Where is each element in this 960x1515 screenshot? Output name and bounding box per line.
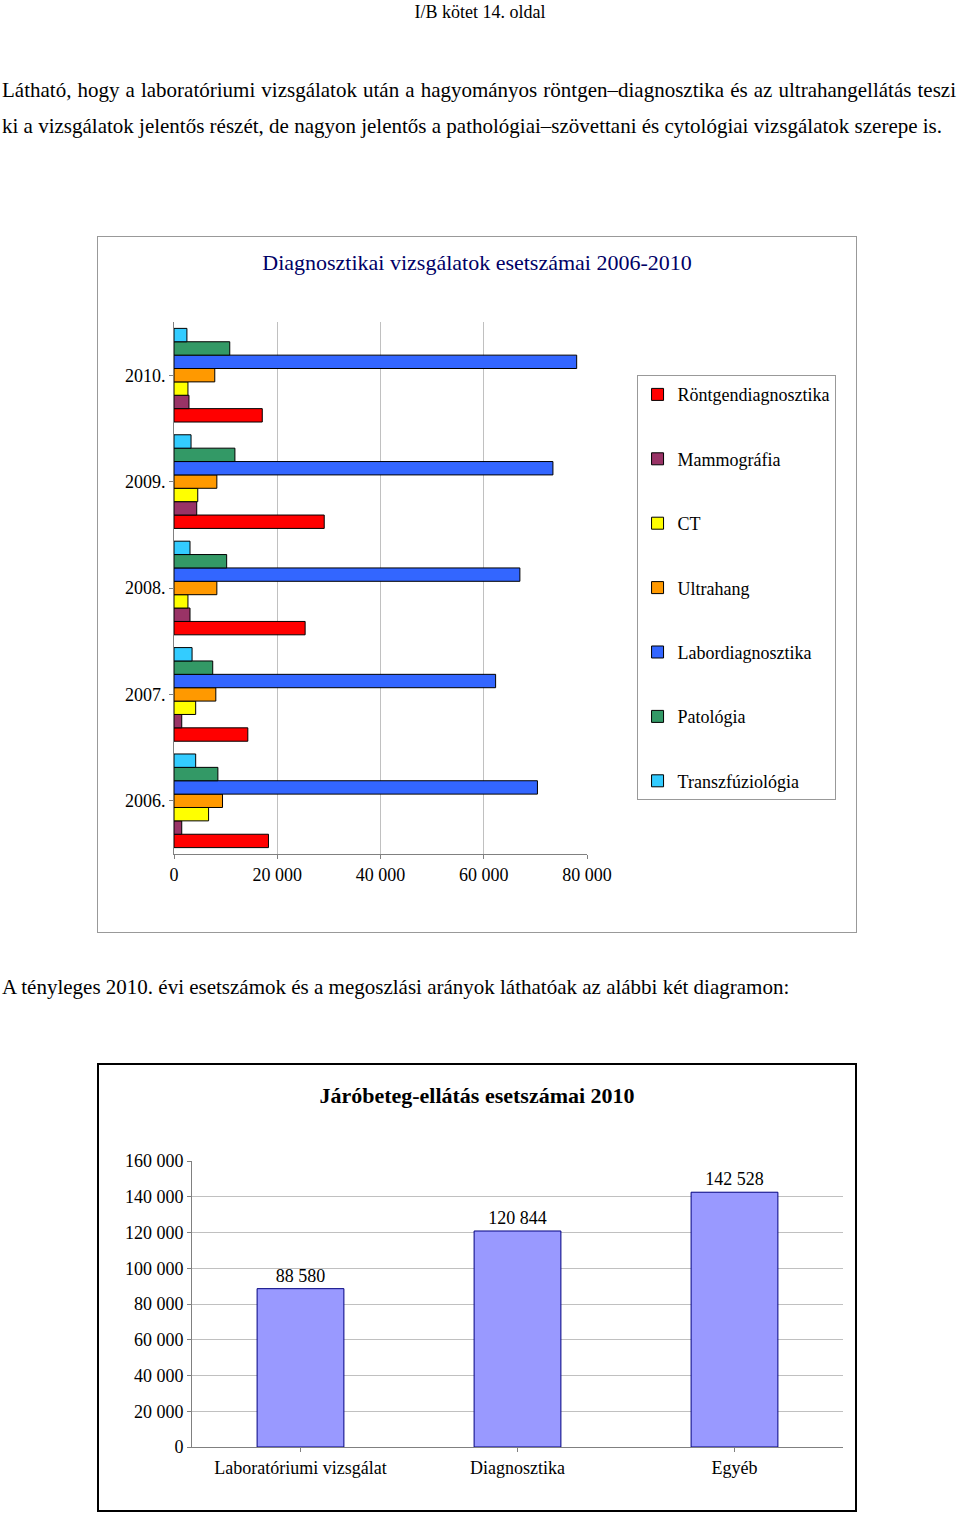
svg-text:Egyéb: Egyéb: [712, 1458, 758, 1478]
svg-text:40 000: 40 000: [134, 1366, 184, 1386]
svg-text:120 000: 120 000: [125, 1223, 184, 1243]
svg-text:20 000: 20 000: [134, 1402, 184, 1422]
svg-text:80 000: 80 000: [562, 865, 612, 885]
svg-text:Transzfúziológia: Transzfúziológia: [678, 772, 799, 792]
svg-text:2010.: 2010.: [125, 366, 165, 386]
svg-text:80 000: 80 000: [134, 1294, 184, 1314]
svg-text:Járóbeteg-ellátás esetszámai 2: Járóbeteg-ellátás esetszámai 2010: [319, 1083, 634, 1108]
svg-text:142 528: 142 528: [705, 1169, 764, 1189]
svg-text:60 000: 60 000: [134, 1330, 184, 1350]
svg-text:CT: CT: [678, 514, 701, 534]
svg-text:40 000: 40 000: [356, 865, 406, 885]
svg-text:Labordiagnosztika: Labordiagnosztika: [678, 643, 812, 663]
svg-text:0: 0: [170, 865, 179, 885]
svg-text:88 580: 88 580: [276, 1266, 326, 1286]
svg-text:Patológia: Patológia: [678, 707, 746, 727]
svg-text:120 844: 120 844: [488, 1208, 547, 1228]
svg-text:Laboratóriumi vizsgálat: Laboratóriumi vizsgálat: [214, 1458, 386, 1478]
html-text:A tényleges 2010. évi esetszám: A tényleges 2010. évi esetszámok és a me…: [2, 975, 790, 999]
html-text:Látható, hogy a laboratóriumi: Látható, hogy a laboratóriumi vizsgálato…: [2, 78, 956, 138]
svg-text:0: 0: [174, 1437, 183, 1457]
svg-text:Diagnosztika: Diagnosztika: [470, 1458, 565, 1478]
svg-text:2008.: 2008.: [125, 578, 165, 598]
svg-text:2009.: 2009.: [125, 472, 165, 492]
svg-text:100 000: 100 000: [125, 1259, 184, 1279]
html-text:I/B kötet 14. oldal: I/B kötet 14. oldal: [414, 2, 546, 22]
svg-text:Röntgendiagnosztika: Röntgendiagnosztika: [678, 385, 830, 405]
svg-text:Mammográfia: Mammográfia: [678, 450, 781, 470]
svg-text:2006.: 2006.: [125, 791, 165, 811]
svg-text:2007.: 2007.: [125, 685, 165, 705]
svg-text:60 000: 60 000: [459, 865, 509, 885]
svg-text:Ultrahang: Ultrahang: [678, 579, 750, 599]
svg-text:Diagnosztikai vizsgálatok eset: Diagnosztikai vizsgálatok esetszámai 200…: [262, 250, 692, 275]
svg-text:160 000: 160 000: [125, 1151, 184, 1171]
svg-text:140 000: 140 000: [125, 1187, 184, 1207]
svg-text:20 000: 20 000: [253, 865, 303, 885]
